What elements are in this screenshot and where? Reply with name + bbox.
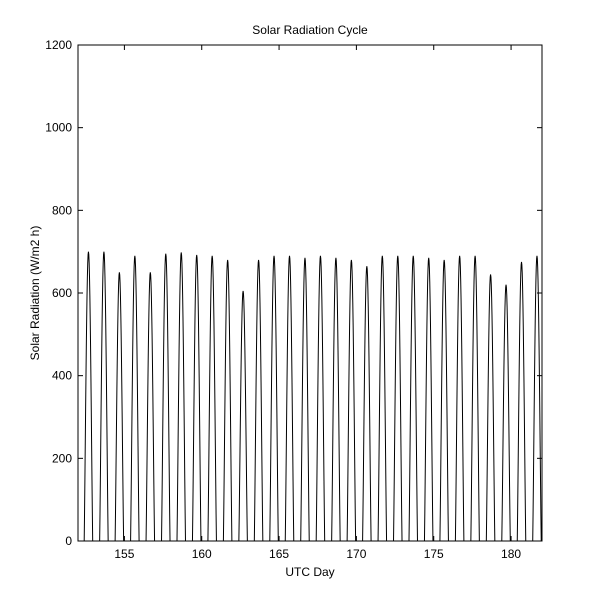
x-tick-label: 180 bbox=[501, 547, 521, 561]
x-tick-label: 175 bbox=[424, 547, 444, 561]
y-tick-label: 0 bbox=[65, 534, 72, 548]
x-tick-label: 170 bbox=[346, 547, 366, 561]
solar-radiation-line bbox=[78, 251, 542, 542]
x-tick-label: 155 bbox=[114, 547, 134, 561]
y-tick-label: 1200 bbox=[45, 38, 72, 52]
x-tick-label: 165 bbox=[269, 547, 289, 561]
tick-layer: 155 160 165 170 175 180 0 200 400 600 800 1000 1200 bbox=[45, 38, 542, 561]
y-tick-label: 600 bbox=[52, 286, 72, 300]
y-tick-label: 400 bbox=[52, 369, 72, 383]
x-axis-label: UTC Day bbox=[285, 565, 334, 579]
x-tick-label: 160 bbox=[192, 547, 212, 561]
y-tick-label: 1000 bbox=[45, 121, 72, 135]
y-tick-label: 200 bbox=[52, 451, 72, 465]
y-axis-label: Solar Radiation (W/m2 h) bbox=[28, 226, 42, 361]
plot-layer bbox=[78, 251, 542, 542]
plot-frame bbox=[77, 44, 543, 542]
chart-title: Solar Radiation Cycle bbox=[252, 23, 368, 37]
y-tick-label: 800 bbox=[52, 203, 72, 217]
